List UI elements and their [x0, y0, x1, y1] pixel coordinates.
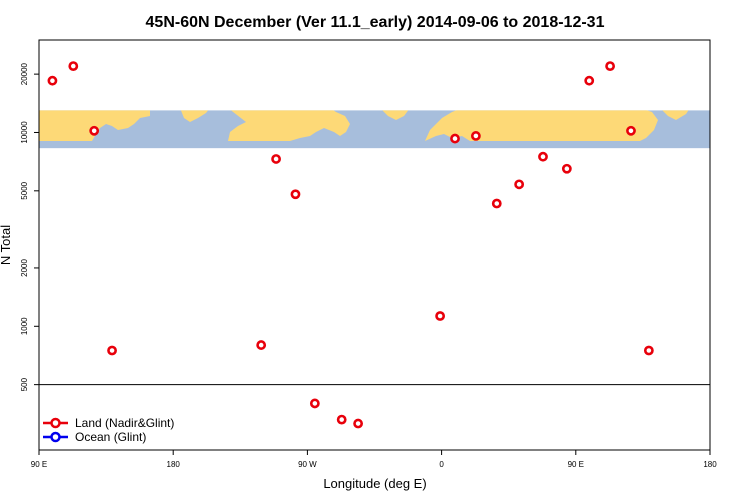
y-tick-label: 10000	[20, 121, 29, 144]
x-tick-label: 180	[703, 460, 717, 469]
map-land-north-america	[228, 110, 350, 141]
map-land-kamchatka	[180, 110, 209, 122]
legend-ocean-label: Ocean (Glint)	[75, 430, 146, 444]
data-point	[271, 154, 281, 164]
data-point	[491, 198, 502, 209]
x-tick-label: 180	[167, 460, 181, 469]
x-tick-label: 90 E	[31, 460, 47, 469]
plot-frame	[38, 39, 711, 451]
legend-land-label: Land (Nadir&Glint)	[75, 416, 174, 430]
y-axis: 500 1000 2000 5000 10000 20000	[20, 62, 39, 391]
map-land-kamchatka-right	[662, 110, 689, 120]
data-point	[47, 75, 58, 86]
data-points	[47, 61, 654, 429]
map-land-greenland	[382, 110, 409, 120]
data-point	[107, 345, 117, 356]
world-map-strip	[39, 110, 710, 149]
map-land-asia-east	[500, 110, 658, 141]
x-axis: 90 E 180 90 W 0 90 E 180	[31, 450, 717, 469]
data-point	[470, 131, 481, 141]
data-point	[584, 75, 595, 86]
data-point	[256, 340, 267, 350]
x-tick-label: 0	[439, 460, 444, 469]
legend-ocean-marker	[50, 431, 61, 443]
data-point	[561, 163, 572, 174]
data-point	[643, 345, 654, 356]
data-point	[89, 125, 100, 136]
x-axis-label: Longitude (deg E)	[323, 476, 426, 491]
y-tick-label: 20000	[20, 62, 29, 85]
legend: Land (Nadir&Glint) Ocean (Glint)	[43, 416, 174, 444]
data-point	[538, 151, 548, 162]
data-point	[290, 189, 301, 200]
map-land-europe	[425, 110, 500, 141]
y-tick-label: 500	[20, 377, 29, 391]
map-land-asia-west	[39, 110, 150, 141]
legend-land-marker	[50, 417, 61, 429]
data-point	[68, 61, 79, 72]
data-point	[353, 418, 363, 429]
y-tick-label: 1000	[20, 317, 29, 335]
y-axis-label: N Total	[0, 225, 13, 265]
data-point	[450, 133, 460, 144]
chart-title: 45N-60N December (Ver 11.1_early) 2014-0…	[146, 14, 605, 31]
data-point	[435, 311, 446, 321]
data-point	[605, 61, 615, 72]
data-point	[309, 398, 320, 409]
x-tick-label: 90 W	[298, 460, 317, 469]
data-point	[626, 125, 636, 136]
y-tick-label: 2000	[20, 258, 29, 276]
x-tick-label: 90 E	[568, 460, 584, 469]
y-tick-label: 5000	[20, 181, 29, 199]
data-point	[336, 414, 347, 425]
data-point	[514, 179, 525, 190]
